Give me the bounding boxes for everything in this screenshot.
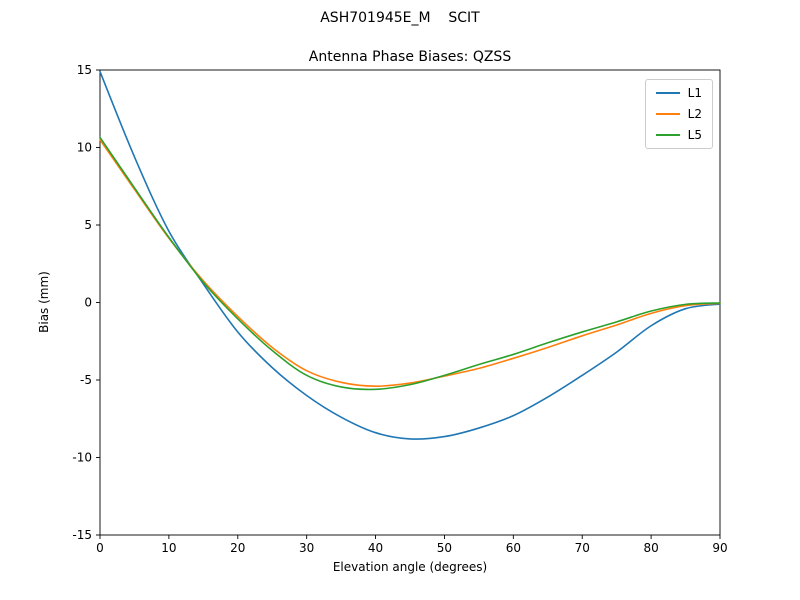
y-tick-label: -15 [72,528,92,542]
x-tick-label: 80 [643,541,658,555]
legend: L1 L2 L5 [644,79,713,149]
legend-swatch [655,134,680,136]
y-tick-label: 5 [84,218,92,232]
x-tick-label: 30 [299,541,314,555]
y-tick-label: 15 [77,63,92,77]
y-tick-label: -5 [80,373,92,387]
x-tick-label: 90 [712,541,727,555]
plot-area [99,69,721,536]
y-tick-label: -10 [72,451,92,465]
legend-label: L1 [687,86,702,100]
axis-ticks: 0 10 20 30 40 50 60 70 80 90 -15 -10 -5 0 5 10 15 [72,63,727,555]
series-line-L5 [99,136,721,391]
legend-label: L2 [687,107,702,121]
y-axis-label: Bias (mm) [37,271,51,333]
x-axis-label: Elevation angle (degrees) [332,560,488,574]
legend-item: L1 [655,86,702,100]
legend-label: L5 [687,128,702,142]
chart-title: Antenna Phase Biases: QZSS [308,49,512,65]
y-tick-label: 0 [84,296,92,310]
x-tick-label: 70 [575,541,590,555]
series-line-L2 [99,138,721,388]
x-tick-label: 50 [437,541,452,555]
chart-series [99,70,721,440]
legend-item: L2 [655,107,702,121]
legend-item: L5 [655,128,702,142]
x-tick-label: 60 [506,541,521,555]
legend-swatch [655,92,680,94]
x-tick-label: 0 [96,541,104,555]
y-tick-label: 10 [77,141,92,155]
legend-swatch [655,113,680,115]
x-tick-label: 40 [368,541,383,555]
x-tick-label: 10 [161,541,176,555]
figure-title: ASH701945E_M SCIT [320,10,480,26]
x-tick-label: 20 [230,541,245,555]
